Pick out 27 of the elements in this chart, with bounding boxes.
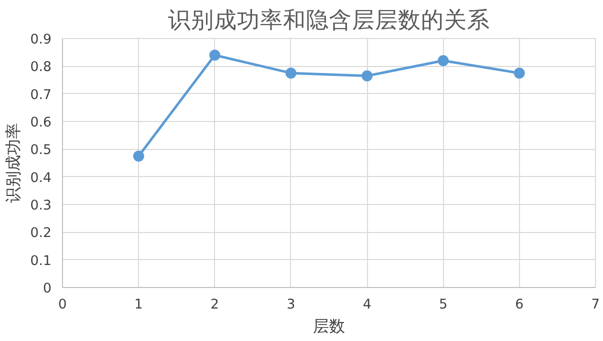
y-tick-label: 0.8: [30, 60, 52, 76]
x-tick-label: 7: [591, 298, 600, 312]
point: [133, 150, 144, 162]
x-tick-label: 2: [210, 298, 220, 312]
y-tick-label: 0.1: [30, 254, 52, 269]
y-axis-title: 识别成功率: [3, 123, 22, 203]
y-tick-label: 0: [43, 282, 52, 296]
x-tick-label: 0: [58, 298, 67, 312]
x-tick-label: 5: [438, 298, 448, 312]
point: [438, 55, 449, 66]
point: [514, 68, 525, 79]
point: [285, 68, 296, 79]
y-tick-label: 0.6: [30, 116, 52, 130]
x-tick-label: 3: [286, 298, 296, 312]
point: [362, 70, 373, 82]
y-tick-label: 0.2: [30, 226, 52, 242]
x-tick-label: 1: [134, 298, 143, 312]
y-tick-label: 0.3: [30, 198, 52, 214]
x-tick-label: 4: [362, 298, 372, 312]
x-tick-label: 6: [515, 298, 524, 312]
y-tick-label: 0.4: [30, 170, 52, 186]
y-tick-label: 0.7: [30, 88, 52, 103]
chart-title: 识别成功率和隐含层层数的关系: [168, 8, 490, 34]
x-axis-title: 层数: [313, 316, 345, 336]
point: [209, 50, 220, 61]
y-tick-label: 0.9: [30, 32, 52, 48]
y-tick-label: 0.5: [30, 143, 52, 158]
